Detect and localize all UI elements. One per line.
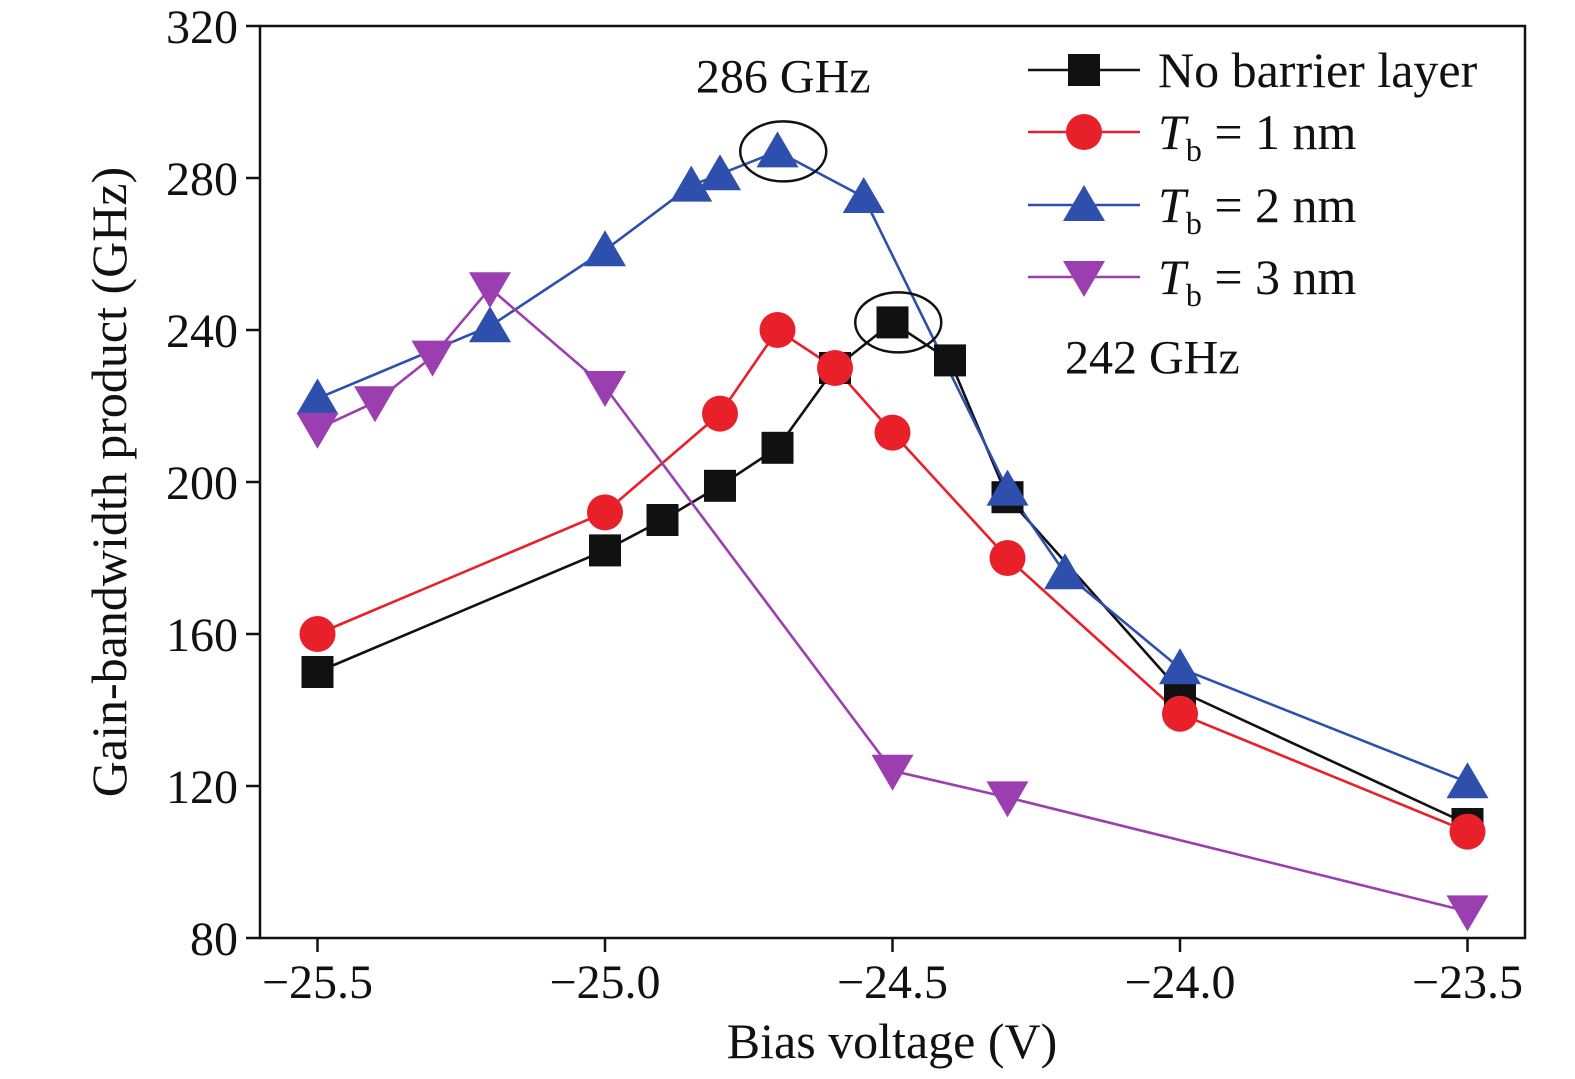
data-point-tb-1-nm — [702, 396, 738, 432]
x-tick-label: −25.0 — [549, 956, 660, 1009]
y-axis-label: Gain-bandwidth product (GHz) — [81, 167, 137, 797]
legend-label: Tb = 1 nm — [1158, 104, 1357, 168]
data-point-tb-3-nm — [297, 413, 339, 449]
data-point-no-barrier-layer — [704, 470, 736, 502]
data-point-tb-1-nm — [817, 350, 853, 386]
y-tick-label: 280 — [166, 153, 238, 206]
series-line-tb-2-nm — [318, 151, 1468, 782]
data-point-tb-2-nm — [297, 378, 339, 414]
data-point-tb-2-nm — [469, 306, 511, 342]
data-point-tb-1-nm — [875, 415, 911, 451]
data-point-tb-2-nm — [1159, 648, 1201, 684]
data-point-no-barrier-layer — [762, 432, 794, 464]
data-point-tb-1-nm — [587, 494, 623, 530]
x-tick-label: −23.5 — [1412, 956, 1523, 1009]
peak-label: 242 GHz — [1065, 332, 1240, 385]
data-point-no-barrier-layer — [877, 306, 909, 338]
y-tick-label: 320 — [166, 1, 238, 54]
legend: No barrier layer Tb = 1 nm Tb = 2 nm Tb = 3… — [1028, 42, 1478, 313]
data-point-tb-1-nm — [990, 540, 1026, 576]
legend-label: Tb = 3 nm — [1158, 249, 1357, 313]
legend-marker — [1063, 261, 1105, 297]
data-point-tb-3-nm — [872, 755, 914, 791]
data-point-tb-3-nm — [354, 386, 396, 422]
data-point-tb-3-nm — [584, 371, 626, 407]
series-line-no-barrier-layer — [318, 322, 1468, 824]
x-axis-label: Bias voltage (V) — [727, 1013, 1057, 1069]
legend-entry-tb-3-nm: Tb = 3 nm — [1028, 249, 1357, 313]
legend-marker — [1068, 54, 1100, 86]
data-point-tb-2-nm — [699, 154, 741, 190]
data-point-tb-2-nm — [1447, 762, 1489, 798]
data-point-no-barrier-layer — [647, 504, 679, 536]
y-tick-label: 160 — [166, 609, 238, 662]
y-tick-label: 200 — [166, 457, 238, 510]
y-tick-label: 120 — [166, 761, 238, 814]
data-point-tb-1-nm — [760, 312, 796, 348]
legend-entry-tb-2-nm: Tb = 2 nm — [1028, 177, 1357, 241]
legend-entry-no-barrier-layer: No barrier layer — [1028, 42, 1478, 98]
y-tick-label: 80 — [190, 913, 238, 966]
data-point-no-barrier-layer — [589, 534, 621, 566]
plot-frame — [260, 26, 1525, 938]
peak-label: 286 GHz — [696, 50, 871, 103]
data-point-no-barrier-layer — [934, 344, 966, 376]
data-point-tb-1-nm — [1450, 814, 1486, 850]
data-point-tb-3-nm — [412, 341, 454, 377]
gbp-vs-bias-chart: −25.5 −25.0 −24.5 −24.0 −23.5 80 120 160 200 240 2… — [0, 0, 1575, 1079]
data-point-tb-2-nm — [584, 230, 626, 266]
legend-label: No barrier layer — [1158, 42, 1478, 98]
x-tick-label: −25.5 — [262, 956, 373, 1009]
data-point-tb-1-nm — [300, 616, 336, 652]
data-point-tb-3-nm — [987, 781, 1029, 817]
data-point-tb-2-nm — [757, 131, 799, 167]
data-point-tb-1-nm — [1162, 696, 1198, 732]
y-tick-label: 240 — [166, 305, 238, 358]
data-point-tb-2-nm — [843, 177, 885, 213]
legend-label: Tb = 2 nm — [1158, 177, 1357, 241]
data-point-tb-3-nm — [1447, 895, 1489, 931]
legend-entry-tb-1-nm: Tb = 1 nm — [1028, 104, 1357, 168]
x-tick-label: −24.0 — [1124, 956, 1235, 1009]
x-tick-label: −24.5 — [837, 956, 948, 1009]
legend-marker — [1066, 114, 1102, 150]
legend-marker — [1063, 185, 1105, 221]
data-point-no-barrier-layer — [302, 656, 334, 688]
data-point-tb-2-nm — [1044, 553, 1086, 589]
data-point-tb-3-nm — [469, 272, 511, 308]
